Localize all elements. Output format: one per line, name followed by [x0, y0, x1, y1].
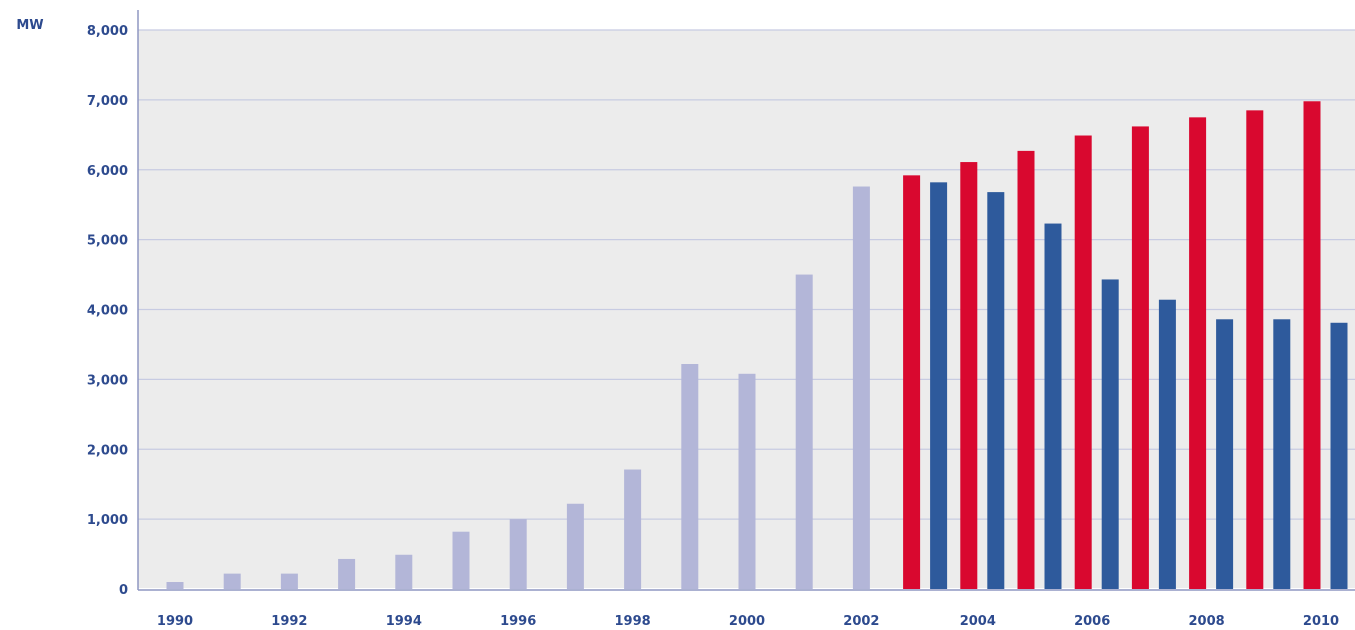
bar: [223, 573, 241, 589]
y-tick-label: 1,000: [87, 513, 128, 528]
y-tick-label: 3,000: [87, 373, 128, 388]
bar: [395, 554, 413, 589]
x-tick-label: 2002: [843, 614, 879, 629]
x-tick-label: 2006: [1074, 614, 1110, 629]
y-tick-label: 2,000: [87, 443, 128, 458]
x-tick-label: 1990: [157, 614, 193, 629]
bar: [903, 175, 921, 589]
bar: [1158, 299, 1176, 589]
y-tick-label: 4,000: [87, 304, 128, 319]
bar: [960, 162, 978, 589]
x-tick-label: 1996: [500, 614, 536, 629]
bar: [1216, 319, 1234, 589]
x-tick-labels: 1990 1992 1994 1996 1998 2000 2002 2004 2006 2008…: [157, 614, 1339, 629]
y-tick-label: 6,000: [87, 164, 128, 179]
bar: [452, 531, 470, 589]
bar: [1246, 110, 1264, 589]
x-tick-label: 1992: [271, 614, 307, 629]
x-tick-label: 2008: [1189, 614, 1225, 629]
y-tick-labels: 0 1,000 2,000 3,000 4,000 5,000 6,000 7,000 8,00…: [87, 24, 128, 598]
y-axis-label: MW: [16, 18, 43, 33]
bar: [624, 469, 642, 589]
x-tick-label: 2000: [729, 614, 765, 629]
bar: [1131, 126, 1149, 590]
bar: [1044, 223, 1062, 589]
bar: [166, 582, 184, 589]
bars: [166, 101, 1348, 590]
bar: [738, 373, 756, 589]
x-tick-label: 2010: [1303, 614, 1339, 629]
bar: [681, 364, 699, 589]
y-tick-label: 7,000: [87, 94, 128, 109]
y-tick-label: 0: [119, 583, 128, 598]
bar: [1074, 135, 1092, 590]
bar: [1330, 322, 1348, 589]
bar: [1101, 279, 1119, 589]
bar: [987, 192, 1005, 590]
y-tick-label: 5,000: [87, 234, 128, 249]
bar: [1273, 319, 1291, 589]
x-tick-label: 1994: [386, 614, 422, 629]
bar: [280, 573, 298, 589]
y-tick-label: 8,000: [87, 24, 128, 39]
x-tick-label: 1998: [615, 614, 651, 629]
bar: [1017, 150, 1035, 590]
bar: [338, 558, 356, 589]
bar: [1189, 117, 1207, 589]
bar: [852, 186, 870, 589]
bar: [1303, 101, 1321, 590]
bar: [566, 503, 584, 589]
bar: [930, 182, 948, 589]
x-tick-label: 2004: [960, 614, 996, 629]
bar: [795, 274, 813, 589]
bar: [509, 519, 527, 589]
